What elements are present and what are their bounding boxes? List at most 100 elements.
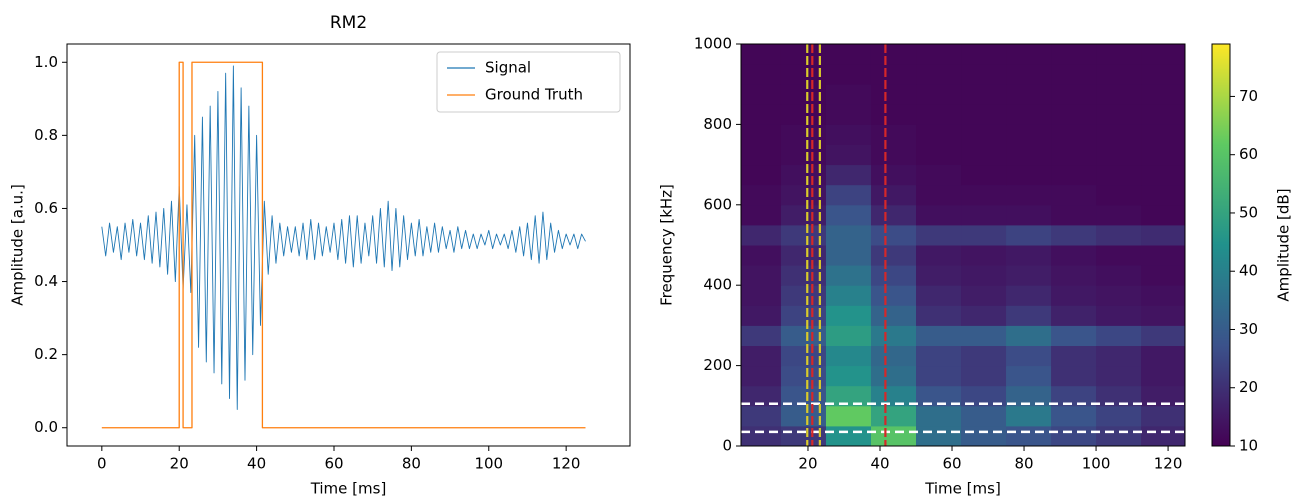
heatmap-cell [1096, 245, 1142, 266]
heatmap-cell [1096, 64, 1142, 85]
heatmap-cell [1051, 325, 1097, 346]
heatmap-cell [1051, 124, 1097, 145]
heatmap-cell [741, 425, 782, 446]
heatmap-cell [870, 365, 917, 387]
heatmap-cell [1141, 204, 1185, 226]
heatmap-cell [1141, 64, 1185, 85]
heatmap-cell [741, 144, 782, 166]
heatmap-cell [961, 365, 1007, 387]
heatmap-cell [825, 64, 872, 85]
heatmap-cell [1006, 245, 1052, 266]
heatmap-cell [1051, 305, 1097, 326]
heatmap-cell [961, 104, 1007, 125]
heatmap-cell [961, 84, 1007, 105]
heatmap-cell [916, 265, 962, 286]
heatmap-cell [1096, 385, 1142, 407]
x-axis-label: Time [ms] [310, 480, 387, 498]
heatmap-cell [780, 245, 827, 266]
heatmap-cell [825, 245, 872, 266]
colorbar-tick-label: 70 [1239, 87, 1258, 105]
heatmap-cell [870, 405, 917, 427]
heatmap-cell [825, 365, 872, 387]
heatmap-cell [741, 285, 782, 306]
heatmap-cell [1051, 425, 1097, 446]
heatmap-cell [961, 385, 1007, 407]
heatmap-cell [825, 144, 872, 166]
heatmap-cell [870, 425, 917, 446]
heatmap-cell [741, 405, 782, 427]
x-tick-label: 60 [942, 455, 961, 473]
legend [436, 51, 621, 113]
heatmap-cell [1096, 204, 1142, 226]
heatmap-cell [1141, 325, 1185, 346]
heatmap-cell [780, 144, 827, 166]
x-tick-label: 120 [1154, 455, 1183, 473]
heatmap-cell [1051, 164, 1097, 186]
heatmap-cell [1051, 365, 1097, 387]
y-tick-label: 1000 [694, 35, 732, 53]
heatmap-cell [961, 204, 1007, 226]
chart-title: RM2 [330, 13, 367, 33]
heatmap-cell [1051, 204, 1097, 226]
heatmap-cell [1141, 84, 1185, 105]
heatmap-cell [916, 305, 962, 326]
heatmap-cell [1051, 265, 1097, 286]
heatmap-cell [1006, 385, 1052, 407]
heatmap-cell [741, 184, 782, 206]
heatmap-cell [916, 345, 962, 367]
colorbar-tick-label: 50 [1239, 203, 1258, 221]
heatmap-cell [780, 164, 827, 186]
heatmap-cell [780, 405, 827, 427]
heatmap-cell [825, 204, 872, 226]
heatmap-cell [780, 385, 827, 407]
heatmap-cell [780, 305, 827, 326]
y-tick-label: 600 [703, 195, 732, 213]
heatmap-cell [961, 164, 1007, 186]
heatmap-cell [916, 104, 962, 125]
colorbar-tick-label: 10 [1239, 437, 1258, 455]
heatmap-cell [741, 224, 782, 246]
heatmap-cell [780, 285, 827, 306]
heatmap-cell [1006, 204, 1052, 226]
heatmap-cell [825, 265, 872, 286]
heatmap-cell [825, 164, 872, 186]
heatmap-cell [1006, 124, 1052, 145]
heatmap-cell [825, 305, 872, 326]
heatmap-cell [1006, 184, 1052, 206]
heatmap-cell [1141, 124, 1185, 145]
heatmap-cell [961, 124, 1007, 145]
heatmap-cell [1096, 265, 1142, 286]
heatmap-cell [780, 265, 827, 286]
colorbar [1211, 43, 1231, 447]
y-tick-label: 400 [703, 276, 732, 294]
heatmap-cell [780, 104, 827, 125]
heatmap-cell [870, 164, 917, 186]
heatmap-cell [1141, 345, 1185, 367]
y-tick-label: 0.6 [34, 199, 58, 217]
heatmap-cell [1051, 44, 1097, 65]
heatmap-cell [961, 405, 1007, 427]
heatmap-cell [916, 285, 962, 306]
heatmap-cell [825, 104, 872, 125]
heatmap-cell [870, 204, 917, 226]
heatmap-cell [916, 365, 962, 387]
heatmap-cell [1006, 325, 1052, 346]
heatmap-cell [741, 365, 782, 387]
heatmap-cell [916, 385, 962, 407]
heatmap-cell [1006, 365, 1052, 387]
series-line [101, 61, 586, 429]
heatmap-cell [870, 345, 917, 367]
x-tick-label: 20 [798, 455, 817, 473]
heatmap-cell [916, 64, 962, 85]
heatmap-cell [916, 204, 962, 226]
heatmap-cell [780, 184, 827, 206]
heatmap-cell [825, 44, 872, 65]
heatmap-cell [1141, 305, 1185, 326]
heatmap-cell [1051, 285, 1097, 306]
heatmap-cell [961, 345, 1007, 367]
heatmap-cell [870, 84, 917, 105]
heatmap-cell [1006, 144, 1052, 166]
heatmap-cell [825, 224, 872, 246]
y-tick-label: 1.0 [34, 53, 58, 71]
heatmap-cell [870, 325, 917, 346]
